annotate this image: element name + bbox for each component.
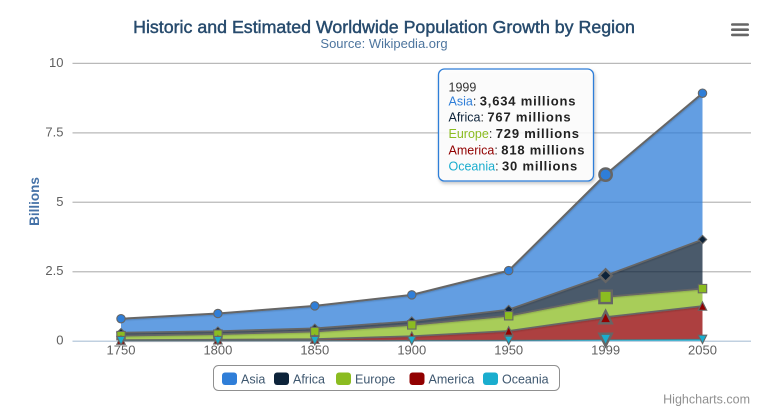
svg-text:Africa: Africa [293, 373, 325, 387]
svg-text:Africa: 767 millions: Africa: 767 millions [449, 110, 572, 125]
svg-text:Europe: Europe [355, 373, 395, 387]
svg-text:0: 0 [56, 333, 63, 348]
svg-text:1999: 1999 [591, 343, 620, 358]
svg-text:Asia: 3,634 millions: Asia: 3,634 millions [449, 93, 577, 108]
svg-text:Historic and Estimated Worldwi: Historic and Estimated Worldwide Populat… [133, 17, 635, 37]
svg-text:1950: 1950 [494, 343, 523, 358]
svg-text:1999: 1999 [449, 81, 477, 95]
svg-text:5: 5 [56, 194, 63, 209]
svg-text:1800: 1800 [203, 343, 232, 358]
svg-text:Highcharts.com: Highcharts.com [663, 393, 750, 407]
svg-text:7.5: 7.5 [45, 124, 63, 139]
svg-text:1750: 1750 [107, 343, 136, 358]
svg-text:Asia: Asia [241, 373, 265, 387]
svg-text:2.5: 2.5 [45, 263, 63, 278]
svg-text:1850: 1850 [300, 343, 329, 358]
svg-text:2050: 2050 [688, 343, 717, 358]
svg-text:Oceania: Oceania [502, 373, 549, 387]
svg-text:America: America [429, 373, 475, 387]
svg-text:Source: Wikipedia.org: Source: Wikipedia.org [320, 36, 447, 51]
svg-text:Billions: Billions [27, 177, 42, 226]
svg-text:1900: 1900 [397, 343, 426, 358]
svg-text:Europe: 729 millions: Europe: 729 millions [449, 126, 580, 141]
svg-text:America: 818 millions: America: 818 millions [449, 142, 586, 157]
svg-text:Oceania: 30 millions: Oceania: 30 millions [449, 159, 579, 174]
svg-text:10: 10 [49, 55, 63, 70]
